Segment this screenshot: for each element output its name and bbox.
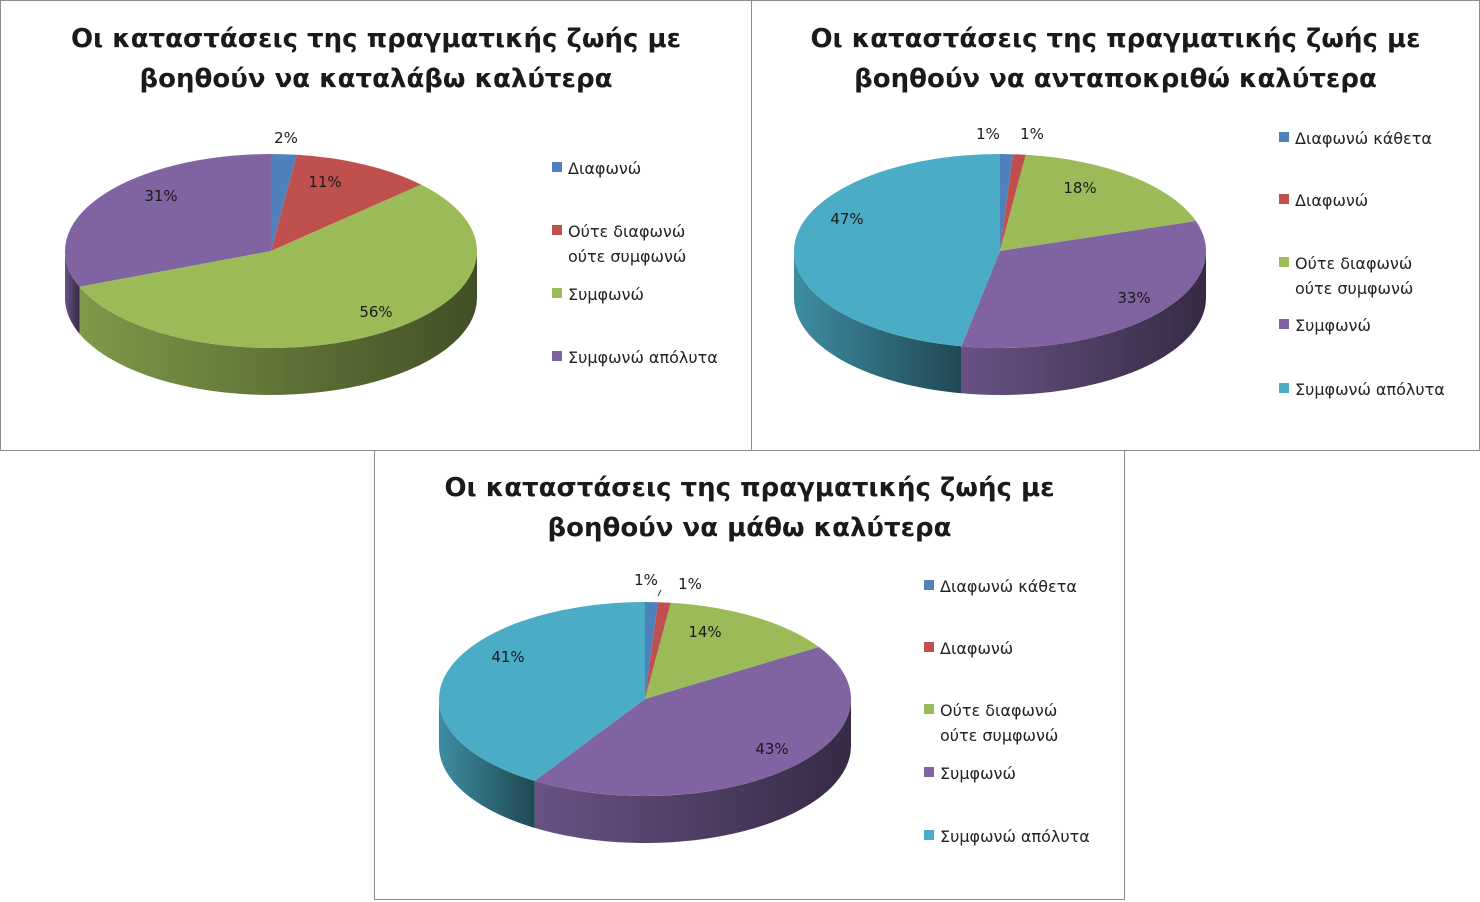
legend-swatch	[1279, 132, 1289, 142]
data-label: 41%	[491, 648, 524, 666]
chart-title-line-1: Οι καταστάσεις της πραγματικής ζωής με	[810, 24, 1421, 54]
pie-slice-2	[645, 602, 671, 699]
pie-chart-understand: 2% 11% 56% 31%	[65, 129, 478, 395]
legend-label: Συμφωνώ απόλυτα	[568, 348, 718, 367]
legend-swatch	[924, 580, 934, 590]
legend-swatch	[1279, 257, 1289, 267]
legend-swatch	[552, 351, 562, 361]
pie-slice-side-4	[961, 251, 1206, 395]
pie-side-walls	[439, 699, 851, 843]
pie-slice-1	[271, 154, 297, 251]
pie-slice-4	[65, 154, 271, 287]
chart-panel-understand: Οι καταστάσεις της πραγματικής ζωής με β…	[0, 0, 752, 451]
label-leader-line	[657, 589, 662, 597]
chart-title-line-1: Οι καταστάσεις της πραγματικής ζωής με	[444, 473, 1055, 503]
pie-slice-1	[645, 602, 658, 699]
pie-chart-learn: 1% 1% 14% 43% 41%	[438, 571, 852, 843]
chart-panel-learn: Οι καταστάσεις της πραγματικής ζωής με β…	[374, 450, 1125, 900]
data-label: 1%	[976, 125, 1000, 143]
pie-slice-3	[79, 184, 478, 349]
legend-swatch	[924, 704, 934, 714]
legend-swatch	[1279, 194, 1289, 204]
pie-slice-side-5	[794, 251, 962, 394]
pie-slice-2	[1000, 154, 1026, 251]
pie-side-walls	[794, 251, 1206, 395]
data-label: 43%	[755, 740, 788, 758]
pie-slice-5	[438, 602, 645, 781]
legend-swatch	[552, 225, 562, 235]
data-label: 56%	[359, 303, 392, 321]
legend-label: Συμφωνώ	[1295, 316, 1371, 335]
pie-slice-4	[961, 221, 1206, 348]
chart-title-line-2: βοηθούν να καταλάβω καλύτερα	[139, 64, 613, 94]
data-label: 2%	[274, 129, 298, 147]
chart-title: Οι καταστάσεις της πραγματικής ζωής με β…	[375, 468, 1124, 548]
legend-label: Συμφωνώ απόλυτα	[940, 827, 1090, 846]
chart-title: Οι καταστάσεις της πραγματικής ζωής με β…	[1, 19, 751, 99]
pie-slice-side-4	[65, 251, 80, 334]
legend-swatch	[924, 830, 934, 840]
legend-label: Διαφωνώ	[568, 159, 642, 178]
legend-label: Διαφωνώ κάθετα	[940, 577, 1077, 596]
legend-swatch	[1279, 319, 1289, 329]
legend-label: Συμφωνώ	[940, 764, 1016, 783]
legend-label: Ούτε διαφωνώ ούτε συμφωνώ	[940, 701, 1059, 745]
legend-swatch	[552, 162, 562, 172]
pie-slice-1	[1000, 154, 1013, 251]
chart-title: Οι καταστάσεις της πραγματικής ζωής με β…	[752, 19, 1479, 99]
data-label: 18%	[1063, 179, 1096, 197]
pie-top	[65, 154, 478, 349]
legend-swatch	[1279, 383, 1289, 393]
pie-slice-2	[271, 154, 422, 251]
data-label: 47%	[830, 210, 863, 228]
data-label: 33%	[1117, 289, 1150, 307]
data-label: 1%	[1020, 125, 1044, 143]
legend-swatch	[924, 767, 934, 777]
data-label: 1%	[634, 571, 658, 589]
chart-title-line-2: βοηθούν να μάθω καλύτερα	[547, 513, 952, 543]
legend-label: Διαφωνώ κάθετα	[1295, 129, 1432, 148]
pie-slice-5	[794, 154, 1000, 347]
pie-slice-side-3	[79, 251, 477, 395]
legend-label: Ούτε διαφωνώ ούτε συμφωνώ	[568, 222, 687, 266]
pie-slice-side-4	[534, 699, 851, 843]
pie-slice-side-5	[439, 699, 535, 828]
legend-label: Συμφωνώ	[568, 285, 644, 304]
legend-label: Διαφωνώ	[940, 639, 1014, 658]
legend-swatch	[552, 288, 562, 298]
legend-label: Ούτε διαφωνώ ούτε συμφωνώ	[1295, 254, 1414, 298]
pie-chart-respond: 1% 1% 18% 33% 47%	[794, 125, 1206, 395]
data-label: 11%	[308, 173, 341, 191]
pie-top	[438, 602, 852, 797]
legend-label: Συμφωνώ απόλυτα	[1295, 380, 1445, 399]
chart-title-line-1: Οι καταστάσεις της πραγματικής ζωής με	[70, 24, 682, 54]
data-label: 31%	[144, 187, 177, 205]
pie-slice-3	[1000, 154, 1196, 251]
data-label: 14%	[688, 623, 721, 641]
pie-slice-3	[645, 602, 819, 699]
data-label: 1%	[678, 575, 702, 593]
chart-panel-respond: Οι καταστάσεις της πραγματικής ζωής με β…	[751, 0, 1480, 451]
pie-slice-4	[534, 647, 852, 797]
legend-label: Διαφωνώ	[1295, 191, 1369, 210]
pie-side-walls	[65, 251, 477, 395]
pie-top	[794, 154, 1206, 348]
chart-title-line-2: βοηθούν να ανταποκριθώ καλύτερα	[854, 64, 1377, 94]
legend-swatch	[924, 642, 934, 652]
